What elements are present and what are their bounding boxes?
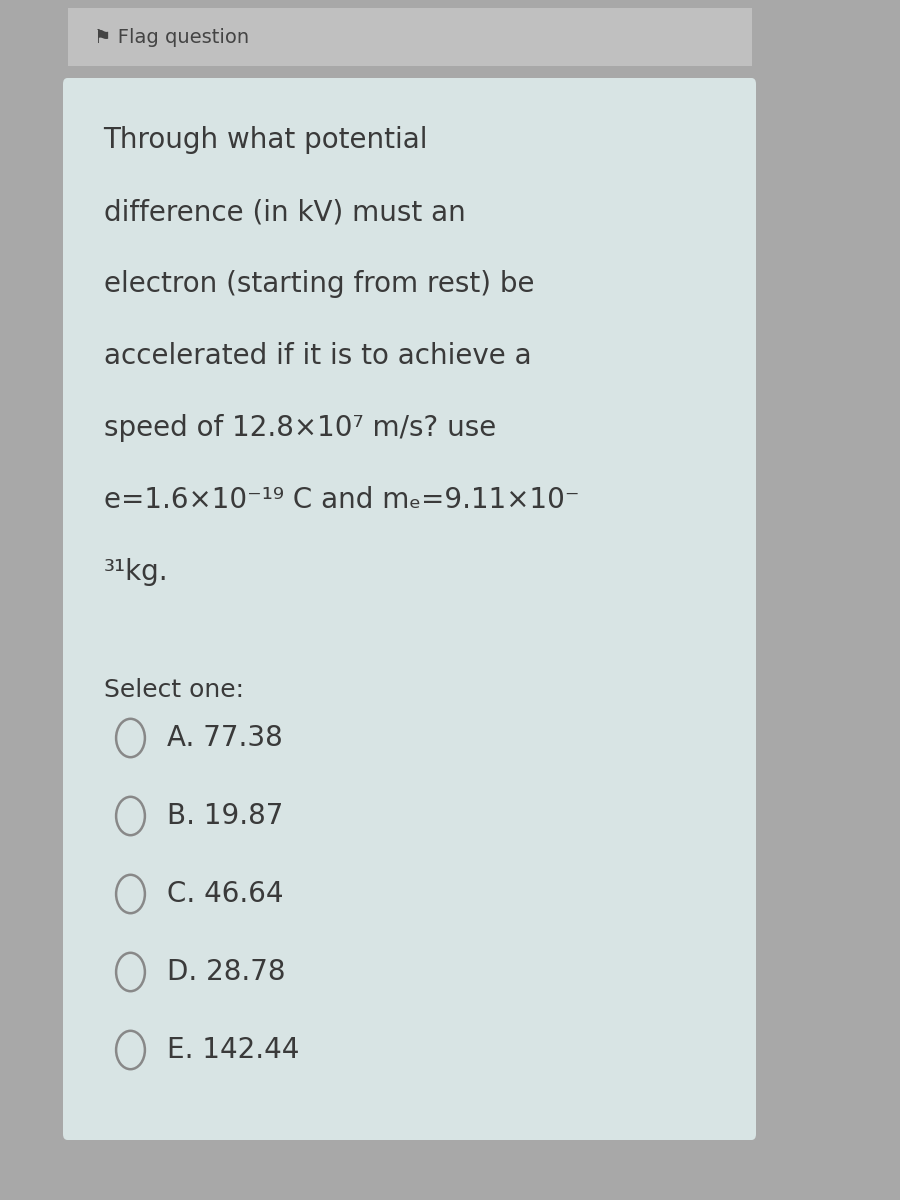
FancyBboxPatch shape (63, 78, 756, 1140)
Text: D. 28.78: D. 28.78 (167, 958, 286, 986)
Text: electron (starting from rest) be: electron (starting from rest) be (104, 270, 534, 298)
Text: e=1.6×10⁻¹⁹ C and mₑ=9.11×10⁻: e=1.6×10⁻¹⁹ C and mₑ=9.11×10⁻ (104, 486, 579, 514)
Text: A. 77.38: A. 77.38 (167, 724, 284, 752)
Text: C. 46.64: C. 46.64 (167, 880, 284, 908)
Text: speed of 12.8×10⁷ m/s? use: speed of 12.8×10⁷ m/s? use (104, 414, 496, 442)
FancyBboxPatch shape (68, 8, 752, 66)
Text: Through what potential: Through what potential (104, 126, 428, 154)
Text: Select one:: Select one: (104, 678, 244, 702)
Text: ⚑ Flag question: ⚑ Flag question (94, 28, 249, 47)
Text: accelerated if it is to achieve a: accelerated if it is to achieve a (104, 342, 531, 370)
Text: B. 19.87: B. 19.87 (167, 802, 284, 830)
Text: E. 142.44: E. 142.44 (167, 1036, 300, 1064)
Text: ³¹kg.: ³¹kg. (104, 558, 168, 586)
Text: difference (in kV) must an: difference (in kV) must an (104, 198, 465, 226)
